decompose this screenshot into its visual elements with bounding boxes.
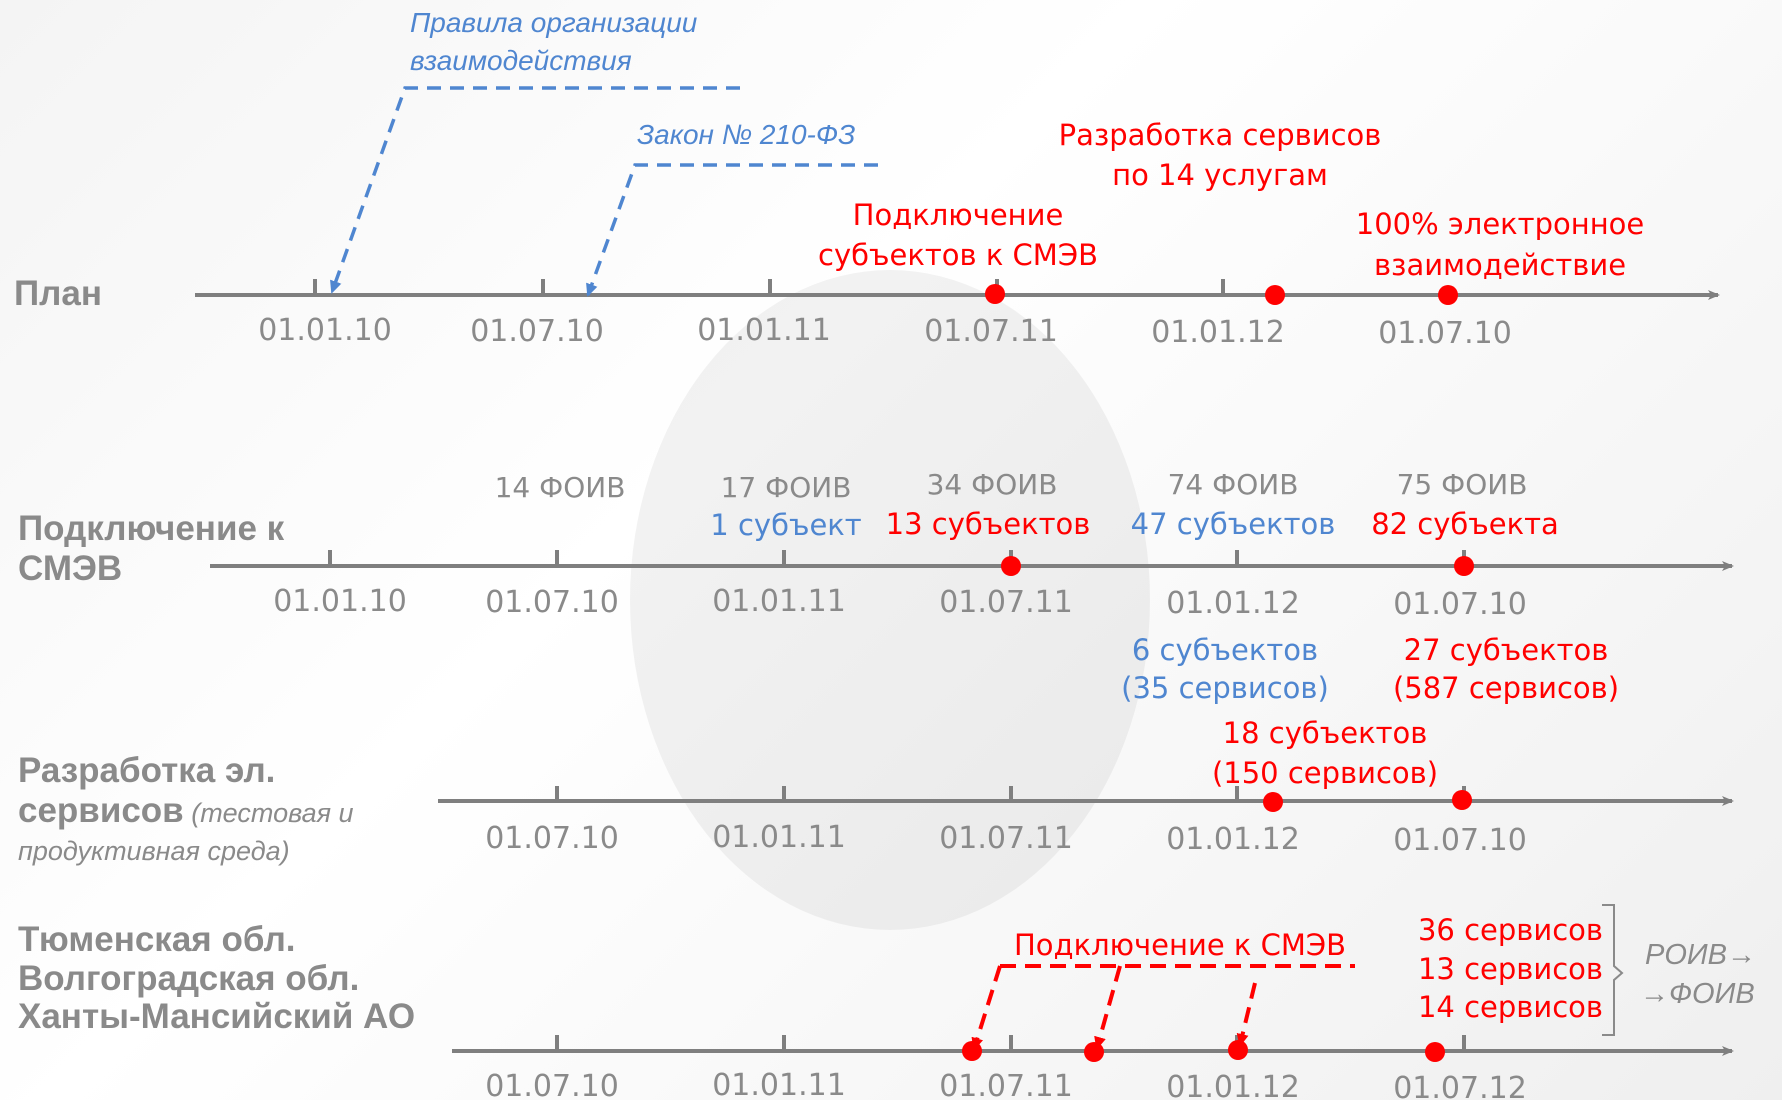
tick-label: 01.01.11 [712, 1068, 846, 1100]
milestone-dot [1454, 556, 1474, 576]
tick-label: 01.01.11 [712, 820, 846, 855]
milestone-dot [1425, 1042, 1445, 1062]
milestone-dot [1001, 556, 1021, 576]
row-regions: Тюменская обл. Волгоградская обл. Ханты-… [18, 904, 1756, 1100]
tick-label: 01.07.10 [470, 314, 604, 349]
services-note-blue: 6 субъектов [1132, 633, 1318, 667]
tick-label: 01.07.11 [939, 585, 1073, 620]
services-dev-label: (150 сервисов) [1212, 756, 1438, 790]
milestone-dot [1265, 285, 1285, 305]
emblem-watermark [630, 270, 1150, 930]
tick-label: 01.01.12 [1166, 586, 1300, 621]
plan-connect: Подключение [853, 198, 1064, 232]
services-note-red: 27 субъектов [1404, 633, 1609, 667]
ticks-regions [555, 1035, 1466, 1051]
milestone-dot [1263, 792, 1283, 812]
tick-label: 01.07.10 [485, 1069, 619, 1100]
tick-label: 01.07.11 [924, 314, 1058, 349]
milestone-dot [1084, 1042, 1104, 1062]
row-smev: Подключение к СМЭВ 01.01.10 01.07.10 01.… [18, 468, 1734, 705]
services-note-red: (587 сервисов) [1393, 671, 1619, 705]
row-title-smev: Подключение к [18, 509, 285, 548]
services-dev-label: 18 субъектов [1223, 716, 1428, 750]
foiv-count: 14 ФОИВ [495, 471, 626, 504]
milestone-dot [985, 284, 1005, 304]
roiv-foiv-label: →ФОИВ [1640, 978, 1755, 1010]
tick-label: 01.07.10 [1378, 316, 1512, 351]
subjects-count: 1 субъект [710, 508, 862, 542]
region-services-count: 14 сервисов [1418, 990, 1603, 1024]
roiv-foiv-label: РОИВ→ [1645, 939, 1756, 971]
tick-label: 01.07.10 [485, 585, 619, 620]
plan-connect: субъектов к СМЭВ [818, 238, 1098, 272]
row-title-services: Разработка эл. [18, 751, 275, 790]
tick-label: 01.01.11 [712, 584, 846, 619]
row-title-regions: Волгоградская обл. [18, 959, 359, 998]
region-brace [1602, 904, 1624, 1036]
row-title-services: сервисов (тестовая и [18, 791, 354, 830]
tick-label: 01.07.10 [1393, 823, 1527, 858]
milestone-dot [962, 1041, 982, 1061]
plan-dev-services: по 14 услугам [1112, 158, 1328, 192]
plan-dev-services: Разработка сервисов [1059, 118, 1382, 152]
milestone-dot [1438, 285, 1458, 305]
tick-label: 01.07.11 [939, 821, 1073, 856]
region-services-count: 13 сервисов [1418, 952, 1603, 986]
row-title-smev: СМЭВ [18, 549, 122, 588]
tick-label: 01.07.11 [939, 1069, 1073, 1100]
row-title-regions: Ханты-Мансийский АО [18, 997, 415, 1036]
subjects-count: 47 субъектов [1131, 507, 1336, 541]
milestone-dot [1452, 790, 1472, 810]
tick-label: 01.01.10 [273, 584, 407, 619]
row-title-regions: Тюменская обл. [18, 920, 296, 959]
subjects-count: 82 субъекта [1371, 507, 1559, 541]
callout-rules: взаимодействия [410, 45, 632, 76]
tick-label: 01.07.10 [485, 821, 619, 856]
foiv-count: 34 ФОИВ [927, 468, 1058, 501]
row-plan: План 01.01.10 01.07.10 01.01.11 01.07.11… [14, 7, 1720, 351]
callout-rules: Правила организации [410, 7, 698, 38]
tick-label: 01.01.10 [258, 313, 392, 348]
tick-label: 01.01.12 [1151, 315, 1285, 350]
leader-connect [971, 965, 1002, 1051]
region-services-count: 36 сервисов [1418, 913, 1603, 947]
tick-label: 01.07.12 [1393, 1071, 1527, 1100]
leader-rules [330, 86, 740, 294]
milestone-dot [1228, 1040, 1248, 1060]
row-note-services: продуктивная среда) [18, 836, 290, 866]
tick-label: 01.01.12 [1166, 822, 1300, 857]
foiv-count: 75 ФОИВ [1397, 468, 1528, 501]
subjects-count: 13 субъектов [886, 507, 1091, 541]
plan-electronic: 100% электронное [1356, 207, 1645, 241]
leader-connect [1094, 965, 1122, 1050]
foiv-count: 74 ФОИВ [1168, 468, 1299, 501]
tick-label: 01.01.11 [697, 313, 831, 348]
foiv-count: 17 ФОИВ [721, 471, 852, 504]
tick-label: 01.07.10 [1393, 587, 1527, 622]
ticks-plan [313, 279, 1225, 295]
tick-label: 01.01.12 [1166, 1070, 1300, 1100]
callout-law: Закон № 210-ФЗ [637, 119, 855, 150]
regions-connect-label: Подключение к СМЭВ [1014, 928, 1346, 962]
plan-electronic: взаимодействие [1374, 248, 1626, 282]
services-note-blue: (35 сервисов) [1121, 671, 1329, 705]
leader-connect [1236, 982, 1257, 1047]
leader-law [586, 163, 878, 297]
row-services: Разработка эл. сервисов (тестовая и прод… [18, 716, 1734, 866]
row-title-plan: План [14, 274, 102, 313]
